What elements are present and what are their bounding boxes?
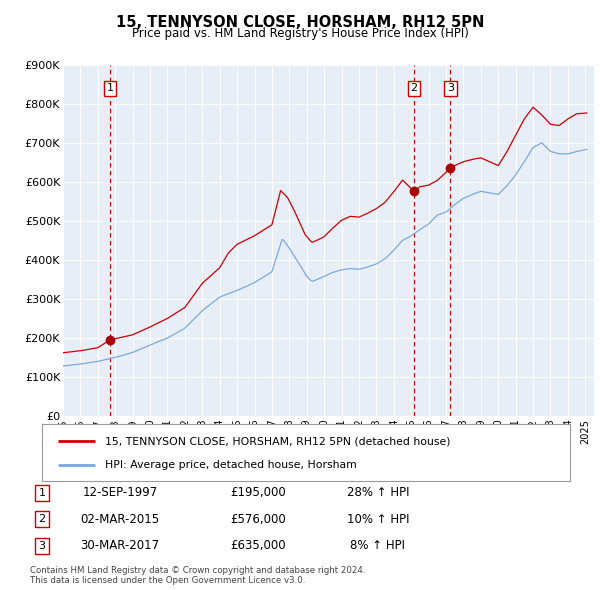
Text: 30-MAR-2017: 30-MAR-2017 <box>80 539 160 552</box>
Text: 2: 2 <box>410 83 418 93</box>
Text: 10% ↑ HPI: 10% ↑ HPI <box>347 513 409 526</box>
Text: 15, TENNYSON CLOSE, HORSHAM, RH12 5PN (detached house): 15, TENNYSON CLOSE, HORSHAM, RH12 5PN (d… <box>106 436 451 446</box>
Text: 1: 1 <box>38 488 46 497</box>
Text: £195,000: £195,000 <box>230 486 286 499</box>
Text: Contains HM Land Registry data © Crown copyright and database right 2024.
This d: Contains HM Land Registry data © Crown c… <box>30 566 365 585</box>
Text: £635,000: £635,000 <box>230 539 286 552</box>
Text: 02-MAR-2015: 02-MAR-2015 <box>80 513 160 526</box>
Text: 2: 2 <box>38 514 46 524</box>
Text: HPI: Average price, detached house, Horsham: HPI: Average price, detached house, Hors… <box>106 460 357 470</box>
Text: 1: 1 <box>107 83 113 93</box>
Text: 28% ↑ HPI: 28% ↑ HPI <box>347 486 409 499</box>
Text: Price paid vs. HM Land Registry's House Price Index (HPI): Price paid vs. HM Land Registry's House … <box>131 27 469 40</box>
Text: 8% ↑ HPI: 8% ↑ HPI <box>350 539 406 552</box>
Text: 15, TENNYSON CLOSE, HORSHAM, RH12 5PN: 15, TENNYSON CLOSE, HORSHAM, RH12 5PN <box>116 15 484 30</box>
Text: 12-SEP-1997: 12-SEP-1997 <box>82 486 158 499</box>
Text: 3: 3 <box>447 83 454 93</box>
Text: 3: 3 <box>38 541 46 550</box>
Text: £576,000: £576,000 <box>230 513 286 526</box>
